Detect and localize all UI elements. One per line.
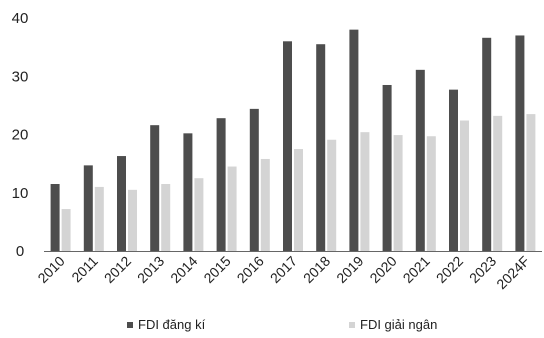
bar-fdi-registered-2023	[482, 37, 492, 251]
x-tick-label: 2020	[366, 253, 399, 286]
x-tick-label: 2013	[134, 253, 167, 286]
bar-fdi-disbursed-2015	[227, 166, 237, 251]
legend-label-fdi-registered: FDI đăng kí	[138, 317, 206, 332]
legend: FDI đăng kí FDI giải ngân	[127, 317, 437, 332]
x-tick-label: 2010	[34, 253, 67, 286]
bar-fdi-registered-2021	[415, 69, 425, 251]
bar-fdi-disbursed-2014	[194, 178, 204, 251]
bar-fdi-registered-2024F	[515, 35, 525, 251]
y-tick-label: 0	[16, 243, 24, 260]
bar-fdi-disbursed-2011	[94, 186, 104, 251]
bar-fdi-disbursed-2013	[161, 184, 171, 251]
bar-fdi-registered-2019	[349, 29, 359, 252]
y-tick-label: 10	[12, 185, 29, 202]
x-tick-label: 2015	[200, 253, 233, 286]
bar-fdi-disbursed-2021	[426, 136, 436, 251]
x-tick-label: 2022	[433, 253, 466, 286]
x-tick-label: 2021	[400, 253, 433, 286]
legend-swatch-fdi-registered	[127, 322, 133, 328]
bar-fdi-disbursed-2018	[327, 139, 337, 251]
x-tick-label: 2012	[101, 253, 134, 286]
bar-fdi-registered-2018	[316, 44, 326, 252]
bar-fdi-disbursed-2024F	[526, 114, 536, 251]
bar-fdi-registered-2017	[283, 41, 292, 251]
bar-fdi-registered-2012	[117, 156, 126, 251]
bar-fdi-registered-2016	[249, 108, 259, 252]
bar-fdi-registered-2020	[382, 84, 392, 252]
bar-fdi-registered-2015	[216, 118, 226, 251]
x-tick-label: 2024F	[493, 253, 532, 292]
bar-fdi-disbursed-2012	[128, 189, 137, 251]
bar-fdi-registered-2014	[183, 133, 193, 251]
x-tick-label: 2017	[267, 253, 300, 286]
x-tick-label: 2011	[68, 253, 101, 286]
bars	[50, 29, 536, 252]
x-axis-ticks: 2010 2011 2012 2013 2014 2015 2016 2017 2018 2019…	[34, 253, 532, 293]
bar-fdi-disbursed-2010	[61, 209, 71, 251]
bar-fdi-disbursed-2016	[260, 158, 270, 251]
bar-fdi-disbursed-2023	[493, 115, 503, 251]
legend-label-fdi-disbursed: FDI giải ngân	[360, 317, 437, 332]
bar-fdi-disbursed-2017	[294, 149, 303, 251]
y-tick-label: 40	[12, 10, 29, 27]
y-axis-ticks: 0 10 20 30 40	[12, 10, 29, 260]
x-tick-label: 2014	[167, 253, 200, 286]
x-tick-label: 2016	[234, 253, 267, 286]
bar-fdi-disbursed-2020	[393, 135, 403, 251]
y-tick-label: 30	[12, 68, 29, 85]
bar-fdi-disbursed-2022	[460, 120, 469, 252]
bar-fdi-registered-2010	[50, 184, 60, 251]
bar-fdi-registered-2013	[150, 125, 160, 251]
bar-fdi-registered-2011	[83, 165, 93, 251]
y-tick-label: 20	[12, 127, 29, 144]
legend-swatch-fdi-disbursed	[349, 322, 355, 328]
bar-fdi-registered-2022	[449, 89, 458, 252]
x-tick-label: 2018	[300, 253, 333, 286]
bar-fdi-disbursed-2019	[360, 132, 370, 251]
x-tick-label: 2019	[333, 253, 366, 286]
